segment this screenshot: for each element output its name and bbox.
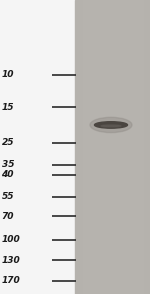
Text: 10: 10 xyxy=(2,71,14,79)
Text: 25: 25 xyxy=(2,138,14,147)
Ellipse shape xyxy=(101,125,121,127)
Text: 55: 55 xyxy=(2,193,14,201)
Ellipse shape xyxy=(90,117,132,133)
Bar xyxy=(0,0,75,294)
Text: 130: 130 xyxy=(2,256,20,265)
Text: 15: 15 xyxy=(2,103,14,112)
Bar xyxy=(82,0,142,294)
Text: 35: 35 xyxy=(2,160,14,169)
Bar xyxy=(75,0,150,294)
Text: 40: 40 xyxy=(2,171,14,179)
Ellipse shape xyxy=(94,122,128,128)
Text: 70: 70 xyxy=(2,212,14,220)
Text: 170: 170 xyxy=(2,276,20,285)
Text: 100: 100 xyxy=(2,235,20,244)
